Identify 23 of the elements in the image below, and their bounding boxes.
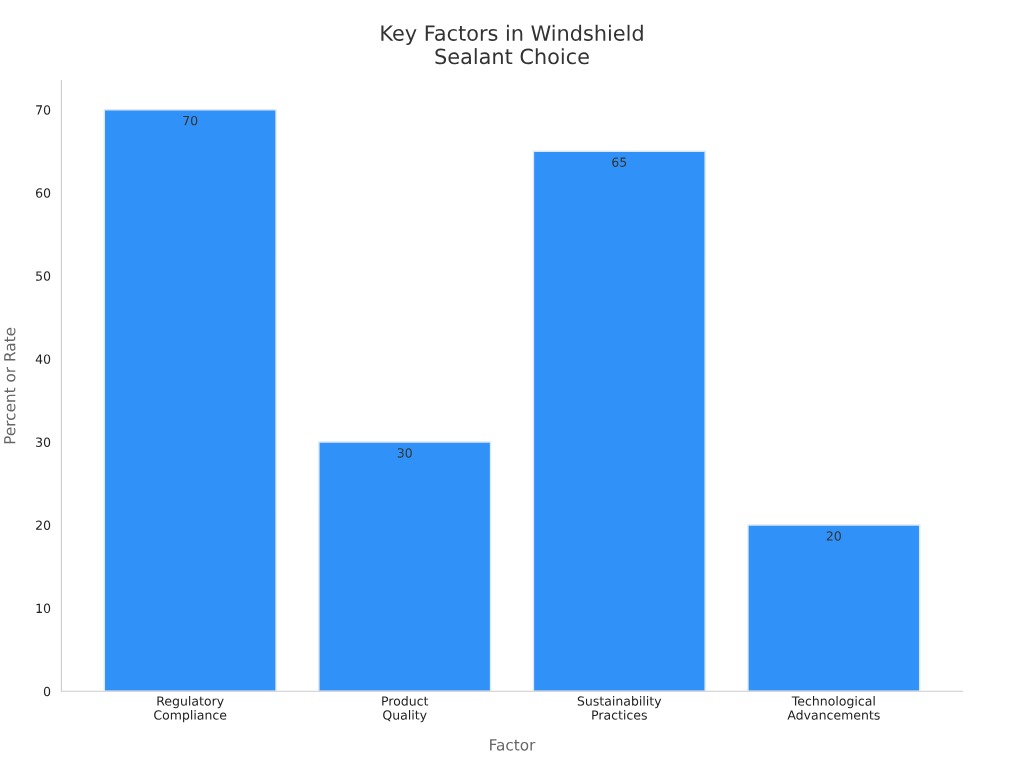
data-label: 70	[183, 115, 198, 126]
x-tick-label: Technological Advancements	[787, 696, 880, 720]
y-axis-title: Percent or Rate	[4, 327, 16, 444]
y-tick-label: 70	[36, 105, 51, 115]
x-axis-title: Factor	[490, 739, 536, 751]
x-tick-label: Product Quality	[382, 696, 429, 723]
bar	[103, 109, 277, 692]
y-tick-label: 40	[35, 354, 51, 364]
bar	[318, 441, 492, 692]
chart-title: Key Factors in Windshield Sealant Choice	[381, 24, 643, 65]
x-tick-label: Regulatory Compliance	[154, 696, 227, 723]
bar	[532, 150, 706, 692]
data-label: 30	[397, 448, 412, 458]
y-tick-label: 60	[35, 188, 51, 198]
y-tick-label: 20	[36, 520, 51, 530]
y-tick-label: 0	[43, 686, 51, 697]
y-tick-label: 30	[36, 437, 51, 447]
y-tick-label: 50	[36, 271, 51, 281]
data-label: 65	[612, 157, 627, 167]
x-tick-label: Sustainability Practices	[577, 696, 662, 720]
data-label: 20	[826, 531, 841, 541]
bar	[747, 524, 921, 692]
y-tick-label: 10	[36, 603, 51, 614]
